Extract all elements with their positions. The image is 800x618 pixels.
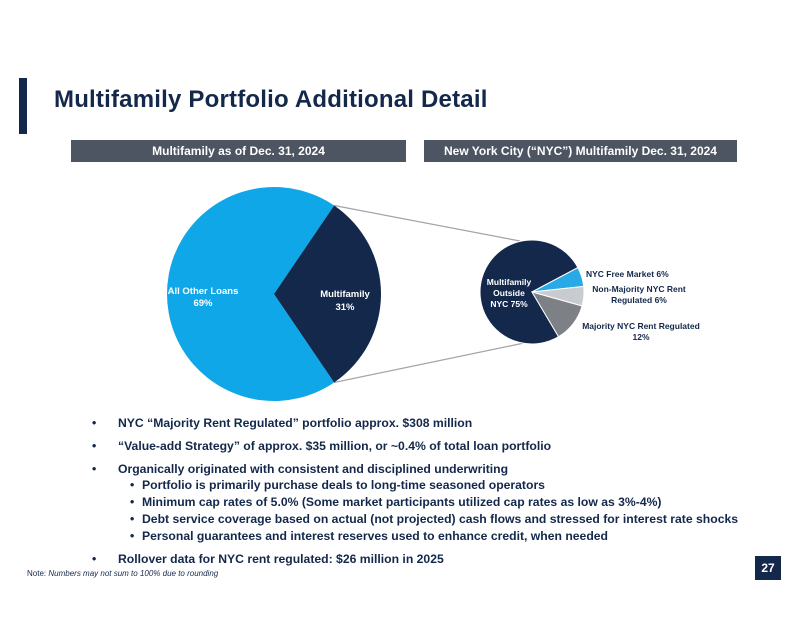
bullet-majority-rent-regulated: NYC “Majority Rent Regulated” portfolio … [92,416,772,430]
sub-bullet-debt-service: Debt service coverage based on actual (n… [92,512,772,526]
slice-label-non-majority-line1: Non-Majority NYC Rent [592,284,686,294]
pie-slice-all-other-loans [167,187,335,401]
connector-line-bottom [334,342,525,384]
title-accent-bar [19,78,27,134]
slice-label-outside-nyc-line1: Multifamily [487,277,532,287]
sub-bullet-purchase-deals: Portfolio is primarily purchase deals to… [92,478,772,492]
pie-slice-majority-nyc-rent-regulated [530,291,583,338]
bullet-value-add-strategy: “Value-add Strategy” of approx. $35 mill… [92,439,772,453]
pie-slice-multifamily [274,205,382,383]
bullet-rollover: Rollover data for NYC rent regulated: $2… [92,552,772,566]
slice-label-outside-nyc-line3: NYC 75% [490,299,528,309]
slice-label-nyc-free-market: NYC Free Market 6% [586,269,669,279]
slice-label-non-majority-line2: Regulated 6% [611,295,667,305]
slice-label-majority-line2: 12% [632,332,649,342]
slice-pct-multifamily: 31% [335,302,355,313]
slice-pct-all-other-loans: 69% [193,298,213,309]
right-chart-header: New York City (“NYC”) Multifamily Dec. 3… [424,140,737,162]
page-number: 27 [755,556,781,580]
left-chart-header: Multifamily as of Dec. 31, 2024 [71,140,406,162]
footnote: Note: Numbers may not sum to 100% due to… [27,569,218,578]
bullet-underwriting: Organically originated with consistent a… [92,462,772,476]
slice-label-outside-nyc-line2: Outside [493,288,525,298]
pie-slice-multifamily-outside-nyc [479,239,579,345]
slice-label-all-other-loans: All Other Loans [168,286,239,297]
footnote-text: Numbers may not sum to 100% due to round… [48,569,219,578]
footnote-prefix: Note: [27,569,47,578]
bullet-list: NYC “Majority Rent Regulated” portfolio … [92,416,772,575]
slice-label-majority-line1: Majority NYC Rent Regulated [582,321,700,331]
page-title: Multifamily Portfolio Additional Detail [54,86,488,113]
connector-line-top [334,204,521,242]
sub-bullet-guarantees: Personal guarantees and interest reserve… [92,529,772,543]
slice-label-multifamily: Multifamily [320,289,370,300]
sub-bullet-cap-rates: Minimum cap rates of 5.0% (Some market p… [92,495,772,509]
